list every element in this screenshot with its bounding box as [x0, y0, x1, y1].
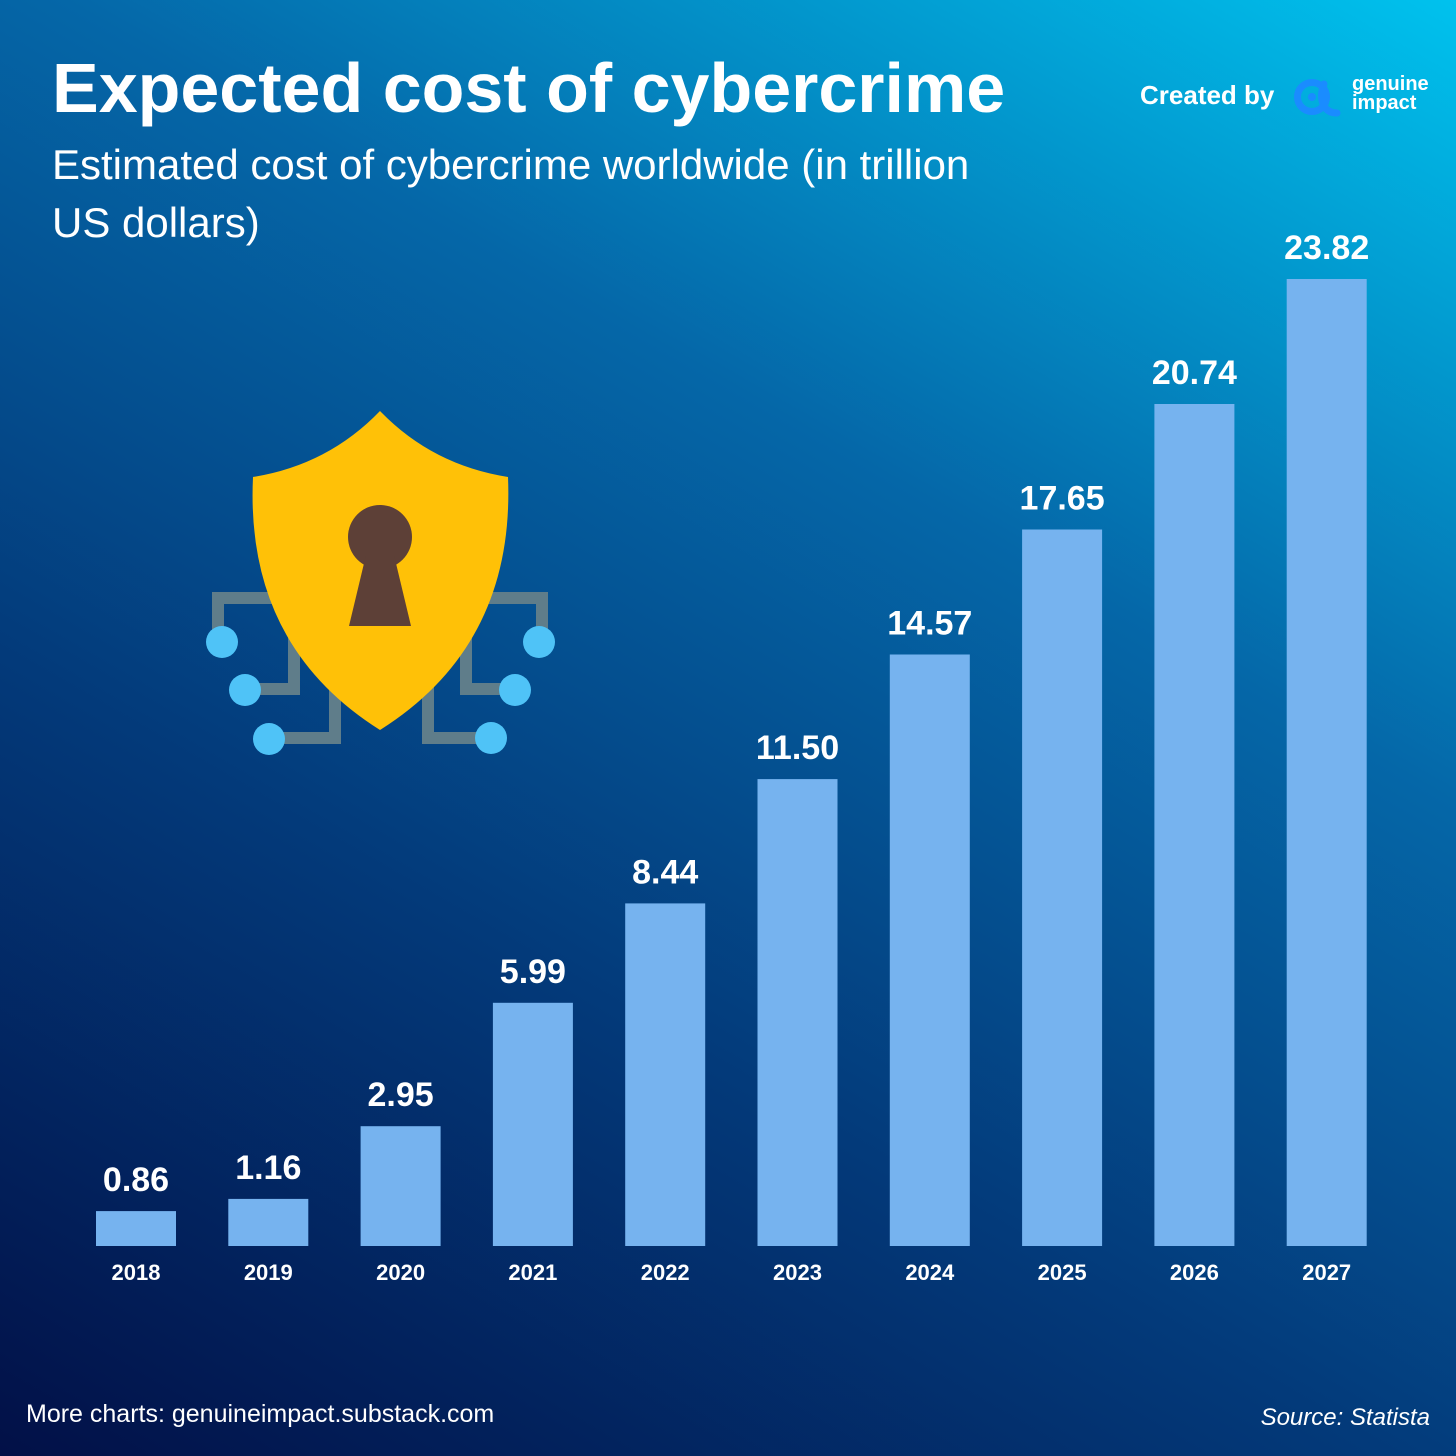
circuit-node — [253, 723, 285, 755]
x-tick-2019: 2019 — [244, 1260, 293, 1285]
value-label-2022: 8.44 — [632, 853, 698, 891]
x-tick-2023: 2023 — [773, 1260, 822, 1285]
bar-2018 — [96, 1211, 176, 1246]
created-by-label: Created by — [1140, 80, 1275, 110]
bar-2025 — [1022, 529, 1103, 1246]
circuit-node — [499, 674, 531, 706]
value-label-2024: 14.57 — [887, 605, 972, 643]
x-tick-2021: 2021 — [508, 1260, 557, 1285]
more-charts-link[interactable]: More charts: genuineimpact.substack.com — [26, 1400, 495, 1428]
value-label-2023: 11.50 — [756, 729, 839, 767]
x-tick-2027: 2027 — [1302, 1260, 1351, 1285]
value-label-2021: 5.99 — [500, 953, 566, 991]
x-tick-2024: 2024 — [905, 1260, 955, 1285]
keyhole-slot — [349, 555, 411, 626]
value-label-2026: 20.74 — [1152, 354, 1237, 392]
circuit-node — [229, 674, 261, 706]
bar-2019 — [228, 1198, 309, 1246]
bar-2027 — [1286, 279, 1367, 1246]
circuit-node — [523, 626, 555, 658]
brand-badge: Created by genuine impact — [1140, 72, 1440, 122]
keyhole-top — [348, 505, 412, 569]
circuit-node — [206, 626, 238, 658]
shield-keyhole-icon — [206, 411, 555, 755]
value-label-2019: 1.16 — [235, 1149, 301, 1187]
x-tick-2018: 2018 — [112, 1260, 161, 1285]
value-label-2027: 23.82 — [1284, 229, 1369, 267]
bar-2024 — [889, 654, 970, 1246]
x-tick-2020: 2020 — [376, 1260, 425, 1285]
x-tick-2025: 2025 — [1038, 1260, 1087, 1285]
value-label-2018: 0.86 — [103, 1161, 169, 1199]
chart-title: Expected cost of cybercrime — [52, 49, 1006, 127]
value-label-2020: 2.95 — [368, 1076, 434, 1114]
x-tick-2022: 2022 — [641, 1260, 690, 1285]
bar-2022 — [625, 903, 706, 1246]
bar-2023 — [757, 779, 838, 1246]
bar-2021 — [492, 1002, 573, 1246]
bar-2020 — [360, 1126, 441, 1246]
brand-wordmark: genuine impact — [1352, 73, 1429, 114]
value-label-2025: 17.65 — [1020, 480, 1105, 518]
source-note: Source: Statista — [1260, 1404, 1430, 1431]
alpha-logo-icon — [1294, 79, 1341, 117]
bar-2026 — [1154, 404, 1235, 1246]
chart-subtitle: Estimated cost of cybercrime worldwide (… — [52, 141, 970, 246]
circuit-node — [475, 722, 507, 754]
x-tick-2026: 2026 — [1170, 1260, 1219, 1285]
